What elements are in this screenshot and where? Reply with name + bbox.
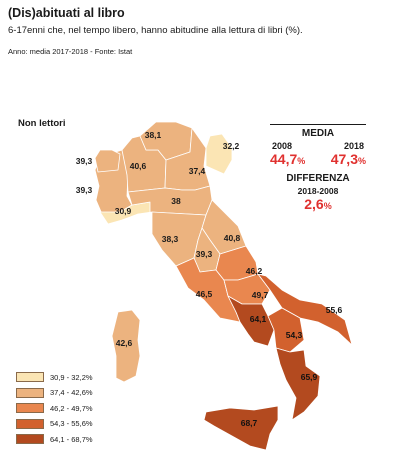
region-campania	[227, 295, 275, 347]
legend-label: 30,9 - 32,2%	[50, 372, 93, 382]
legend-swatch	[16, 418, 44, 429]
region-value-label: 38	[171, 196, 181, 206]
legend-swatch	[16, 372, 44, 382]
legend-swatch	[16, 403, 44, 413]
region-value-label: 38,1	[145, 130, 162, 140]
region-value-label: 40,6	[130, 161, 147, 171]
region-value-label: 40,8	[224, 233, 241, 243]
region-sicilia	[203, 405, 279, 451]
region-value-label: 38,3	[162, 234, 179, 244]
region-value-label: 49,7	[252, 290, 269, 300]
map-section-label: Non lettori	[18, 118, 66, 129]
region-value-label: 68,7	[241, 418, 258, 428]
region-basilicata	[267, 307, 305, 353]
legend-item: 64,1 - 68,7%	[16, 432, 93, 446]
region-value-label: 46,5	[196, 289, 213, 299]
region-friuli	[205, 133, 233, 175]
legend-label: 46,2 - 49,7%	[50, 403, 93, 413]
diff-title: DIFFERENZA	[286, 173, 350, 184]
region-calabria	[275, 347, 321, 421]
legend-item: 37,4 - 42,6%	[16, 386, 93, 400]
value-2018: 47,3%	[330, 151, 366, 167]
legend-item: 46,2 - 49,7%	[16, 401, 93, 415]
region-value-label: 64,1	[250, 314, 267, 324]
stats-panel: MEDIA 2008 2018 44,7% 47,3% DIFFERENZA 2…	[270, 124, 366, 212]
region-value-label: 39,3	[76, 156, 93, 166]
region-value-label: 39,3	[76, 185, 93, 195]
year-2008: 2008	[272, 141, 293, 151]
year-2018: 2018	[343, 141, 364, 151]
region-value-label: 39,3	[196, 249, 213, 259]
chart-title: (Dis)abituati al libro	[8, 6, 125, 20]
media-title: MEDIA	[301, 128, 335, 139]
source-note: Anno: media 2017-2018 - Fonte: Istat	[8, 47, 133, 56]
region-valle-aosta	[94, 149, 121, 173]
media-years: 2008 2018	[270, 141, 366, 151]
legend-label: 37,4 - 42,6%	[50, 388, 93, 397]
diff-value: 2,6%	[304, 196, 332, 212]
chart-subtitle: 6-17enni che, nel tempo libero, hanno ab…	[8, 25, 303, 36]
region-value-label: 65,9	[301, 372, 318, 382]
region-value-label: 54,3	[286, 330, 303, 340]
value-2008: 44,7%	[270, 151, 306, 167]
stats-top-rule	[270, 124, 366, 125]
region-value-label: 37,4	[189, 166, 206, 176]
legend-label: 64,1 - 68,7%	[50, 434, 93, 444]
diff-range: 2018-2008	[297, 186, 339, 196]
legend-item: 54,3 - 55,6%	[16, 417, 93, 431]
map-legend: 30,9 - 32,2% 37,4 - 42,6% 46,2 - 49,7% 5…	[16, 370, 93, 448]
region-value-label: 42,6	[116, 338, 133, 348]
media-values: 44,7% 47,3%	[270, 151, 366, 167]
region-value-label: 55,6	[326, 305, 343, 315]
region-value-label: 30,9	[115, 206, 132, 216]
region-value-label: 32,2	[223, 141, 240, 151]
region-sardegna	[111, 309, 141, 383]
legend-label: 54,3 - 55,6%	[50, 419, 93, 428]
legend-swatch	[16, 387, 44, 398]
legend-swatch	[16, 434, 44, 444]
region-value-label: 46,2	[246, 266, 263, 276]
legend-item: 30,9 - 32,2%	[16, 370, 93, 384]
